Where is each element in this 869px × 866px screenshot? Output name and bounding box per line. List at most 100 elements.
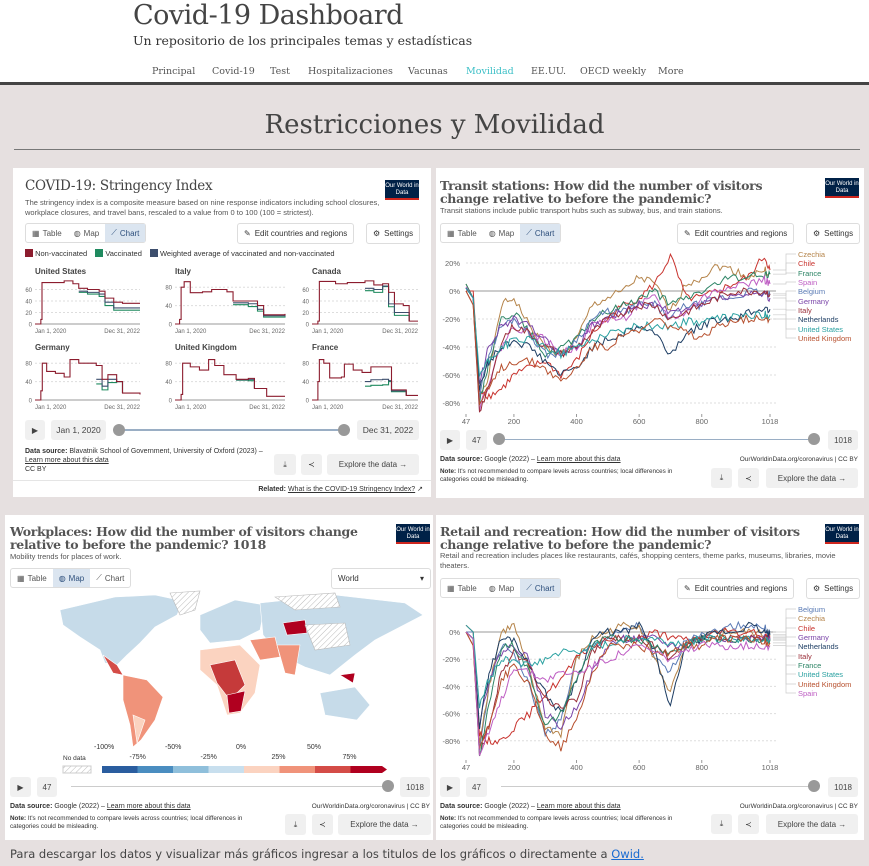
play-button[interactable]: ▶ (10, 777, 31, 797)
play-button[interactable]: ▶ (440, 777, 460, 797)
owid-logo[interactable]: Our World in Data (396, 524, 430, 544)
end-value[interactable]: 1018 (828, 777, 858, 797)
settings-button[interactable]: ⚙ Settings (366, 223, 421, 244)
map-greenland[interactable] (169, 590, 201, 616)
share-button[interactable]: ≺ (738, 468, 759, 488)
series-non[interactable] (35, 280, 140, 325)
timeline-handle[interactable] (382, 780, 394, 792)
series-avg[interactable] (365, 378, 407, 396)
end-date[interactable]: Dec 31, 2022 (357, 420, 419, 440)
map-australia[interactable] (319, 686, 371, 721)
explore-data-button[interactable]: Explore the data → (338, 814, 431, 835)
map-kazakhstan[interactable] (282, 619, 308, 636)
series-vax[interactable] (96, 381, 124, 394)
credit[interactable]: OurWorldinData.org/coronavirus | CC BY (311, 803, 430, 810)
tab-chart[interactable]: ⟋ Chart (105, 224, 146, 242)
related-link[interactable]: What is the COVID-19 Stringency Index? (287, 486, 416, 493)
nav-covid-19[interactable]: Covid-19 (212, 66, 255, 77)
start-value[interactable]: 47 (466, 430, 487, 450)
play-button[interactable]: ▶ (25, 420, 45, 440)
share-button[interactable]: ≺ (301, 454, 322, 475)
site-title[interactable]: Covid-19 Dashboard (133, 0, 403, 31)
tab-table[interactable]: ▦ Table (17, 573, 47, 583)
map-north-america[interactable] (59, 594, 184, 666)
owid-logo[interactable]: Our World in Data (385, 180, 419, 200)
legend-nonvaccinated[interactable]: Non-vaccinated (25, 249, 87, 258)
legend-bin[interactable] (279, 766, 316, 773)
nav-hospitalizaciones[interactable]: Hospitalizaciones (308, 66, 393, 77)
legend-bin[interactable] (173, 766, 209, 773)
series-non[interactable] (312, 280, 418, 325)
chart-title[interactable]: Transit stations: How did the number of … (440, 178, 763, 206)
edit-countries-button[interactable]: ✎ Edit countries and regions (237, 223, 355, 244)
timeline-track[interactable] (71, 786, 388, 787)
timeline-start-handle[interactable] (113, 424, 125, 436)
tab-table[interactable]: ▦ Table (447, 228, 477, 238)
map-middle-east[interactable] (249, 636, 281, 661)
download-button[interactable]: ⤓ (711, 814, 732, 834)
owid-link[interactable]: Owid. (611, 847, 644, 861)
learn-more-link[interactable]: Learn more about this data (536, 456, 621, 463)
region-select[interactable]: World ▾ (331, 568, 431, 589)
download-button[interactable]: ⤓ (274, 454, 296, 475)
tab-chart[interactable]: ⟋ Chart (520, 224, 561, 242)
tab-chart[interactable]: ⟋ Chart (520, 579, 561, 597)
credit[interactable]: OurWorldinData.org/coronavirus | CC BY (739, 803, 858, 810)
series-avg[interactable] (78, 290, 140, 309)
nav-more[interactable]: More (658, 66, 684, 77)
tab-table[interactable]: ▦ Table (32, 228, 62, 238)
end-value[interactable]: 1018 (400, 777, 430, 797)
chart-title[interactable]: Retail and recreation: How did the numbe… (440, 524, 800, 552)
settings-button[interactable]: ⚙ Settings (806, 578, 861, 599)
map-africa-south[interactable] (226, 690, 246, 714)
chart-title[interactable]: Workplaces: How did the number of visito… (10, 524, 358, 552)
nav-oecd-weekly[interactable]: OECD weekly (580, 66, 647, 77)
timeline-end-handle[interactable] (808, 433, 820, 445)
share-button[interactable]: ≺ (312, 814, 333, 835)
legend-bin[interactable] (244, 766, 280, 773)
tab-map[interactable]: ◍ Map (73, 228, 100, 238)
legend-bin[interactable] (350, 766, 388, 773)
nav-vacunas[interactable]: Vacunas (408, 66, 448, 77)
timeline-handle[interactable] (808, 780, 820, 792)
tab-map[interactable]: ◍ Map (52, 569, 91, 587)
series-non[interactable] (35, 358, 141, 401)
explore-data-button[interactable]: Explore the data → (766, 814, 858, 834)
end-value[interactable]: 1018 (828, 430, 858, 450)
share-button[interactable]: ≺ (738, 814, 759, 834)
play-button[interactable]: ▶ (440, 430, 460, 450)
explore-data-button[interactable]: Explore the data → (766, 468, 858, 488)
nav-movilidad[interactable]: Movilidad (466, 66, 514, 77)
series-vax[interactable] (233, 304, 286, 318)
map-europe[interactable] (199, 599, 266, 644)
legend-bin[interactable] (137, 766, 174, 773)
legend-vaccinated[interactable]: Vaccinated (95, 249, 142, 258)
timeline-end-handle[interactable] (338, 424, 350, 436)
explore-data-button[interactable]: Explore the data → (327, 454, 419, 475)
timeline-track[interactable] (501, 786, 813, 787)
series-non[interactable] (175, 281, 286, 325)
download-button[interactable]: ⤓ (711, 468, 732, 488)
timeline-track[interactable] (501, 439, 813, 440)
timeline-track[interactable] (121, 429, 345, 431)
map-china-hatched[interactable] (304, 622, 351, 651)
timeline-start-handle[interactable] (493, 433, 505, 445)
series-non[interactable] (175, 358, 285, 401)
series-avg[interactable] (233, 302, 286, 317)
map-south-america-south[interactable] (132, 714, 146, 744)
map-png[interactable] (339, 672, 356, 684)
legend-bin[interactable] (208, 766, 245, 773)
nav-test[interactable]: Test (270, 66, 290, 77)
edit-countries-button[interactable]: ✎ Edit countries and regions (677, 223, 795, 244)
owid-logo[interactable]: Our World in Data (825, 178, 859, 198)
credit[interactable]: OurWorldinData.org/coronavirus | CC BY (739, 456, 858, 463)
nav-ee-uu-[interactable]: EE.UU. (531, 66, 567, 77)
series-vax[interactable] (365, 381, 407, 396)
start-date[interactable]: Jan 1, 2020 (51, 420, 106, 440)
chart-title[interactable]: COVID-19: Stringency Index (25, 178, 213, 194)
tab-table[interactable]: ▦ Table (447, 583, 477, 593)
nav-principal[interactable]: Principal (152, 66, 196, 77)
series-non[interactable] (312, 358, 418, 401)
learn-more-link[interactable]: Learn more about this data (106, 803, 191, 810)
edit-countries-button[interactable]: ✎ Edit countries and regions (677, 578, 795, 599)
